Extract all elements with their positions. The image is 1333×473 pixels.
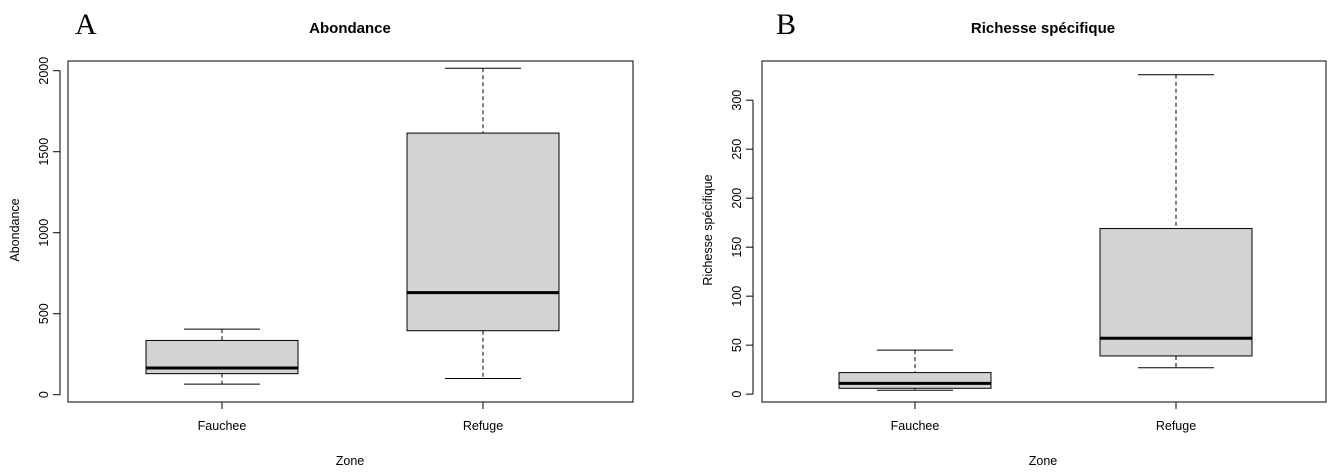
- chart-title-a: Abondance: [309, 20, 391, 37]
- y-tick-label-a: 1000: [37, 219, 51, 247]
- panel-letter-a: A: [75, 8, 97, 41]
- x-tick-label-b: Fauchee: [891, 419, 940, 433]
- panel-b: B Richesse spécifique Zone Richesse spéc…: [701, 8, 1327, 468]
- x-axis-label-a: Zone: [336, 454, 365, 468]
- y-axis-label-a: Abondance: [8, 198, 22, 261]
- x-tick-label-b: Refuge: [1156, 419, 1196, 433]
- plot-area-b: 0 50 100 150 200 250 300 Fauchee Refuge: [730, 60, 1327, 433]
- x-axis-label-b: Zone: [1029, 454, 1058, 468]
- y-tick-label-b: 100: [730, 286, 744, 307]
- y-tick-label-b: 300: [730, 90, 744, 111]
- chart-title-b: Richesse spécifique: [971, 20, 1115, 37]
- y-tick-label-a: 2000: [37, 57, 51, 85]
- box-iqr: [838, 372, 992, 389]
- x-tick-label-a: Fauchee: [198, 419, 247, 433]
- y-tick-label-b: 250: [730, 139, 744, 160]
- box-b-refuge: [1099, 74, 1253, 369]
- y-tick-label-b: 50: [730, 338, 744, 352]
- panel-letter-b: B: [776, 8, 796, 41]
- y-axis-label-b: Richesse spécifique: [701, 174, 715, 285]
- x-tick-label-a: Refuge: [463, 419, 503, 433]
- y-tick-label-b: 200: [730, 188, 744, 209]
- box-a-refuge: [406, 67, 560, 380]
- box-iqr: [1099, 228, 1253, 357]
- plot-area-a: 0 500 1000 1500 2000 Fauchee Refuge: [37, 57, 634, 433]
- y-tick-label-b: 0: [730, 391, 744, 398]
- y-tick-label-a: 1500: [37, 138, 51, 166]
- y-tick-label-a: 500: [37, 303, 51, 324]
- y-tick-label-b: 150: [730, 237, 744, 258]
- box-a-fauchee: [145, 328, 299, 385]
- y-tick-label-a: 0: [37, 391, 51, 398]
- box-b-fauchee: [838, 349, 992, 391]
- box-iqr: [406, 132, 560, 332]
- panel-a: A Abondance Zone Abondance 0 500 1000 1500 2…: [8, 8, 634, 468]
